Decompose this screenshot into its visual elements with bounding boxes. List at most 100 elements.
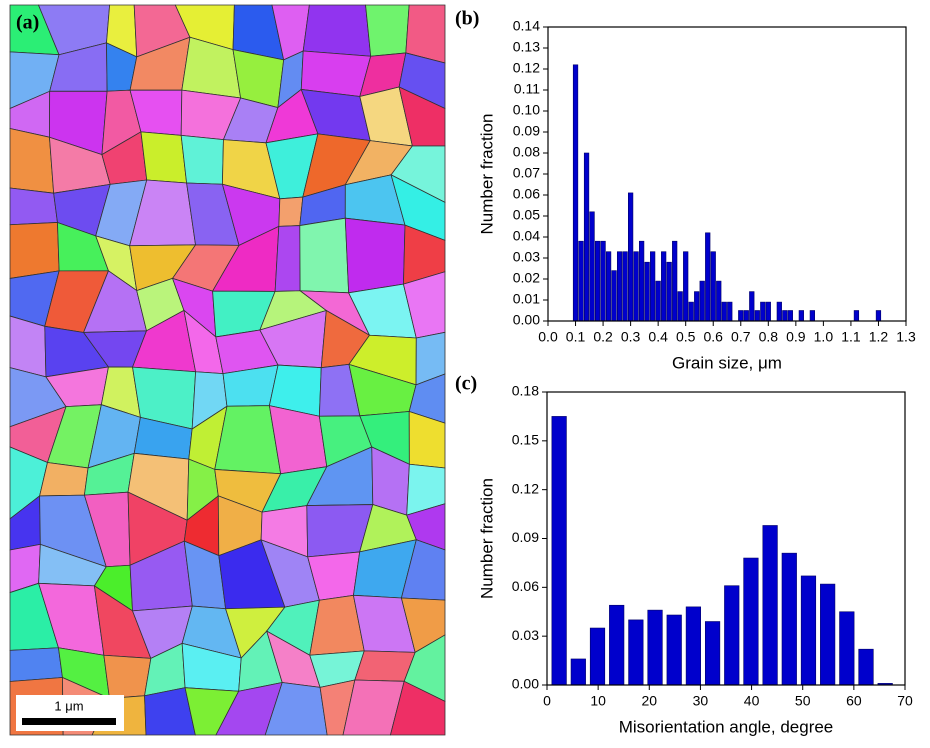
- bar: [573, 65, 578, 321]
- x-tick-label: 10: [590, 693, 606, 709]
- bar: [590, 628, 605, 685]
- bar: [749, 292, 754, 321]
- bar: [763, 525, 778, 685]
- y-tick-label: 0.06: [513, 186, 540, 202]
- y-tick-label: 0.13: [513, 39, 540, 55]
- y-axis-label: Number fraction: [477, 478, 496, 599]
- bar: [683, 252, 688, 321]
- grain: [40, 463, 88, 496]
- bar: [667, 262, 672, 321]
- y-tick-label: 0.08: [513, 144, 540, 160]
- x-tick-label: 0.8: [759, 329, 779, 345]
- y-tick-label: 0.15: [512, 432, 539, 448]
- bar: [689, 302, 694, 321]
- bar: [738, 311, 743, 322]
- y-tick-label: 0.18: [512, 383, 539, 399]
- x-axis-label: Misorientation angle, degree: [619, 717, 834, 736]
- x-tick-label: 1.0: [814, 329, 834, 345]
- bar: [744, 311, 749, 322]
- bar: [755, 311, 760, 322]
- bar: [672, 241, 677, 321]
- x-tick-label: 0.3: [621, 329, 641, 345]
- bar: [639, 241, 644, 321]
- grain: [10, 188, 57, 225]
- x-tick-label: 60: [846, 693, 862, 709]
- bar: [711, 252, 716, 321]
- y-tick-label: 0.09: [512, 529, 539, 545]
- y-tick-label: 0.12: [513, 60, 540, 76]
- bar: [777, 302, 782, 321]
- x-tick-label: 50: [795, 693, 811, 709]
- y-tick-label: 0.07: [513, 165, 540, 181]
- y-tick-label: 0.06: [512, 578, 539, 594]
- grain: [104, 655, 151, 698]
- grain: [181, 135, 223, 184]
- y-axis-label: Number fraction: [477, 114, 496, 235]
- x-tick-label: 1.2: [869, 329, 889, 345]
- y-tick-label: 0.14: [513, 18, 540, 34]
- panel-label: (b): [455, 8, 479, 30]
- bar: [760, 302, 765, 321]
- bar: [694, 292, 699, 321]
- x-tick-label: 0.2: [593, 329, 613, 345]
- bar: [854, 311, 859, 322]
- bar: [876, 311, 881, 322]
- bar: [634, 252, 639, 321]
- bar: [744, 558, 759, 685]
- grain: [303, 5, 371, 56]
- bar: [645, 262, 650, 321]
- bar: [705, 622, 720, 685]
- bar: [782, 553, 797, 685]
- y-tick-label: 0.05: [513, 207, 540, 223]
- bar: [609, 605, 624, 685]
- bar: [552, 416, 567, 685]
- bar: [727, 302, 732, 321]
- grain: [10, 129, 54, 194]
- bar: [584, 153, 589, 321]
- x-tick-label: 0.7: [731, 329, 751, 345]
- bar: [661, 252, 666, 321]
- figure: (a) 1 μm (b)0.00.10.20.30.40.50.60.70.80…: [0, 0, 930, 743]
- bar: [656, 281, 661, 321]
- grain: [301, 51, 370, 96]
- panel-label: (c): [455, 373, 477, 395]
- y-tick-label: 0.10: [513, 102, 540, 118]
- y-tick-label: 0.11: [514, 81, 540, 97]
- y-tick-label: 0.01: [513, 291, 540, 307]
- x-tick-label: 0.6: [703, 329, 723, 345]
- bar: [686, 607, 701, 685]
- grain: [366, 5, 410, 56]
- y-tick-label: 0.03: [513, 249, 540, 265]
- bar: [799, 311, 804, 322]
- bar: [840, 612, 855, 685]
- grain: [345, 218, 405, 293]
- x-tick-label: 30: [693, 693, 709, 709]
- bar: [571, 659, 586, 685]
- grain: [300, 218, 349, 293]
- bar: [724, 586, 739, 685]
- y-tick-label: 0.03: [512, 627, 539, 643]
- bar: [590, 212, 595, 321]
- bar: [628, 193, 633, 321]
- bar: [678, 292, 683, 321]
- bar: [601, 241, 606, 321]
- bar: [810, 311, 815, 322]
- bar: [783, 311, 788, 322]
- bar: [595, 241, 600, 321]
- y-tick-label: 0.00: [512, 676, 539, 692]
- grain: [279, 197, 303, 226]
- scale-bar-label: 1 μm: [54, 698, 83, 713]
- bar: [648, 610, 663, 685]
- grain: [275, 226, 300, 292]
- x-tick-label: 0.1: [566, 329, 586, 345]
- x-tick-label: 0.4: [648, 329, 668, 345]
- bar: [859, 649, 874, 685]
- x-axis-label: Grain size, μm: [672, 353, 782, 372]
- bar: [650, 252, 655, 321]
- bar: [820, 584, 835, 685]
- bar: [667, 615, 682, 685]
- x-tick-label: 0.0: [538, 329, 558, 345]
- x-tick-label: 0.9: [786, 329, 806, 345]
- bar: [700, 281, 705, 321]
- grain: [10, 648, 62, 682]
